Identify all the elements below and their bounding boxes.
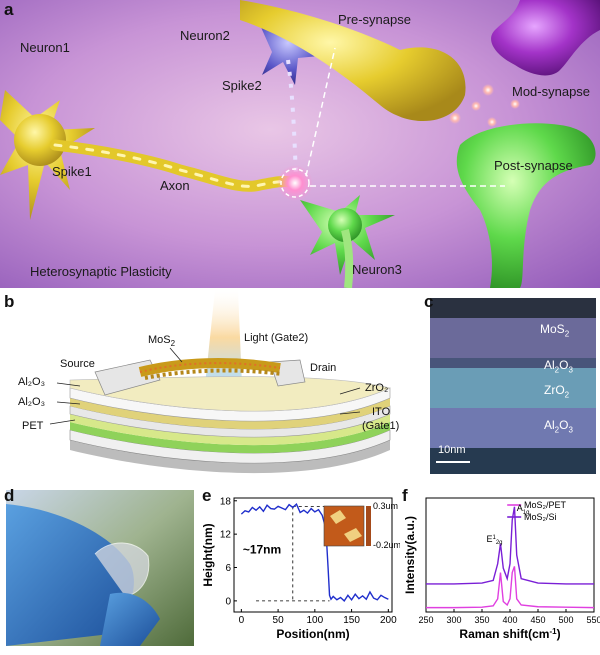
tem-al2o3-lower-label: Al2O3	[544, 418, 573, 435]
panel-b-device-schematic: b Light (Gate2) MoS2 Source Drain Al₂O₃ …	[0, 290, 420, 480]
light-gate2-label: Light (Gate2)	[244, 332, 309, 344]
post-synapse-terminal	[456, 123, 596, 288]
y-axis-label: Height(nm)	[201, 523, 215, 586]
y-tick-label: 12	[220, 530, 232, 541]
x-tick-label: 300	[446, 615, 461, 625]
afm-height-chart: 0 50 100 150 200 0 6 12 18 Position(nm) Height(nm)…	[201, 496, 401, 641]
spike2-label: Spike2	[222, 78, 262, 93]
height-profile-line	[240, 502, 389, 602]
pre-synapse-terminal	[240, 0, 466, 122]
neuron1-label: Neuron1	[20, 40, 70, 55]
panel-f-letter: f	[402, 486, 408, 505]
x-tick-label: 450	[530, 615, 545, 625]
illustration-title: Heterosynaptic Plasticity	[30, 264, 172, 279]
panel-c-letter: c	[424, 292, 434, 311]
x-tick-label: 200	[380, 615, 397, 626]
panel-d-photo: d	[0, 484, 200, 650]
neuron3-label: Neuron3	[352, 262, 402, 277]
x-axis-label: Raman shift(cm-1)	[459, 627, 560, 641]
post-synapse-label: Post-synapse	[494, 158, 573, 173]
gate1-label: (Gate1)	[362, 420, 400, 432]
device-stack-diagram	[49, 290, 391, 474]
x-tick-label: 400	[502, 615, 517, 625]
x-axis-label: Position(nm)	[276, 627, 349, 641]
raman-line-mos2-pet	[426, 566, 595, 609]
drain-label: Drain	[310, 362, 337, 374]
tem-zro2-label: ZrO2	[544, 383, 570, 400]
afm-inset-image	[323, 505, 365, 547]
y-axis-label: Intensity(a.u.)	[403, 516, 417, 594]
panel-d-letter: d	[4, 486, 15, 505]
zro2-label: ZrO₂	[365, 382, 389, 394]
step-height-annotation: ~17nm	[243, 543, 281, 557]
tem-scalebar-label: 10nm	[438, 444, 466, 456]
al2o3-top-label: Al₂O₃	[18, 376, 46, 388]
neuron1-body	[0, 90, 301, 220]
plot-frame	[233, 497, 393, 613]
neuron2-body	[260, 20, 330, 181]
raman-chart: 250 300 350 400 450 500 550 Raman shift(cm-1) In…	[403, 497, 600, 641]
pre-synapse-label: Pre-synapse	[338, 12, 411, 27]
legend-label: MoS₂/PET	[524, 500, 567, 510]
neuron3-body	[300, 195, 395, 288]
tem-cross-section	[424, 290, 600, 480]
al2o3-bottom-label: Al₂O₃	[18, 396, 46, 408]
axon-label: Axon	[160, 178, 190, 193]
panel-e-letter: e	[202, 486, 212, 505]
peak-label-e2g: E12g	[486, 534, 502, 546]
panel-a-illustration: a Neuron1 Neuron2 Spike2 Spike1 Axon Pre…	[0, 0, 600, 288]
colorbar-min-label: -0.2um	[373, 540, 400, 550]
x-tick-label: 550	[586, 615, 600, 625]
afm-colorbar	[366, 506, 371, 546]
x-tick-label: 100	[306, 615, 323, 626]
tem-al2o3-upper-label: Al2O3	[544, 358, 573, 375]
panel-b-letter: b	[4, 292, 15, 311]
y-tick-label: 18	[220, 496, 232, 507]
y-tick-label: 0	[225, 596, 231, 607]
afm-inset-feature	[330, 510, 346, 524]
flexible-device-photo	[6, 490, 194, 646]
ito-label: ITO	[372, 406, 391, 418]
legend-label: MoS₂/Si	[524, 512, 557, 522]
spike1-label: Spike1	[52, 164, 92, 179]
x-tick-label: 250	[418, 615, 433, 625]
panel-a-letter: a	[4, 0, 14, 19]
afm-inset-feature	[344, 528, 362, 542]
neuron2-label: Neuron2	[180, 28, 230, 43]
panel-e-afm-profile: 0 50 100 150 200 0 6 12 18 Position(nm) Height(nm)…	[200, 484, 401, 650]
y-tick-label: 6	[225, 563, 231, 574]
panel-c-tem-image: c MoS2 Al2O3 ZrO2 Al2O3 10nm	[424, 290, 600, 480]
x-tick-label: 50	[273, 615, 285, 626]
pet-label: PET	[22, 420, 44, 432]
x-tick-label: 150	[343, 615, 360, 626]
raman-line-mos2-si	[426, 506, 594, 585]
colorbar-max-label: 0.3um	[373, 501, 398, 511]
source-label: Source	[60, 358, 95, 370]
mod-synapse-terminal	[491, 0, 600, 76]
mod-synapse-label: Mod-synapse	[512, 84, 591, 99]
x-tick-label: 500	[558, 615, 573, 625]
mos2-lattice	[138, 358, 283, 380]
panel-f-raman-spectrum: 250 300 350 400 450 500 550 Raman shift(cm-1) In…	[400, 484, 600, 650]
x-tick-label: 350	[474, 615, 489, 625]
neuron-illustration	[0, 0, 600, 288]
tem-mos2-label: MoS2	[540, 322, 570, 339]
x-tick-label: 0	[239, 615, 245, 626]
mos2-label: MoS2	[148, 334, 176, 349]
